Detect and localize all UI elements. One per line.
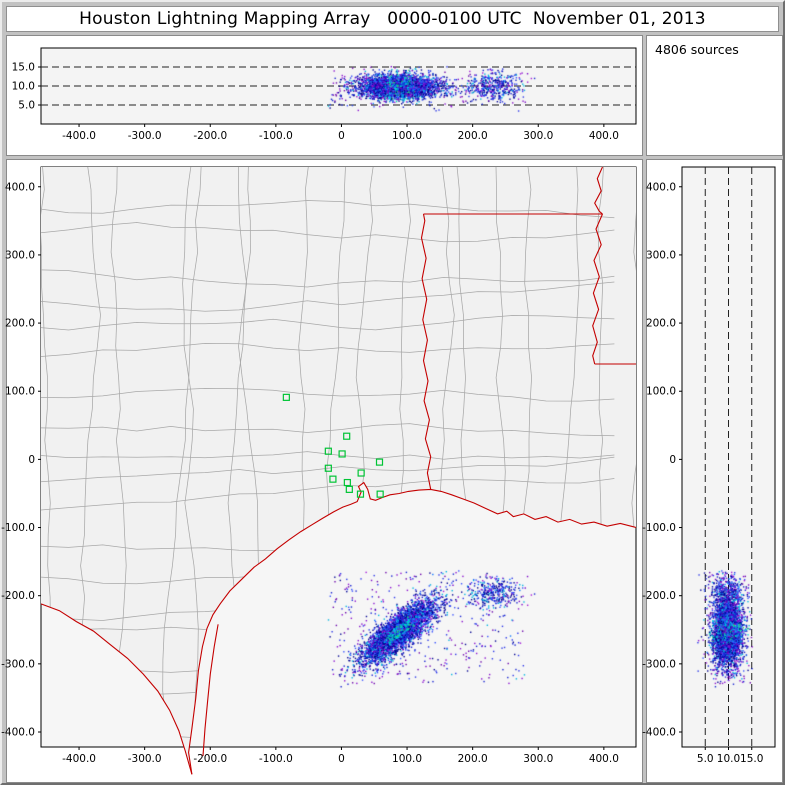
alt-ns-scatter[interactable] (682, 167, 775, 747)
svg-text:5.0: 5.0 (697, 753, 714, 765)
svg-text:10.0: 10.0 (717, 753, 740, 765)
svg-text:-200.0: -200.0 (1, 590, 35, 602)
alt-ew-scatter[interactable] (41, 48, 636, 124)
svg-text:-200.0: -200.0 (193, 753, 227, 765)
svg-text:0: 0 (338, 753, 345, 765)
svg-text:200.0: 200.0 (458, 753, 488, 765)
plan-view-scatter[interactable] (41, 167, 636, 747)
plan-view-map-panel: 400.0 300.0 200.0 100.0 0 -100.0 -200.0 -300.0 -… (1, 159, 643, 783)
svg-text:-300.0: -300.0 (1, 658, 35, 670)
svg-text:200.0: 200.0 (458, 130, 488, 142)
svg-text:100.0: 100.0 (646, 386, 676, 398)
svg-text:300.0: 300.0 (523, 753, 553, 765)
svg-text:100.0: 100.0 (392, 130, 422, 142)
svg-text:-100.0: -100.0 (259, 130, 293, 142)
svg-text:10.0: 10.0 (12, 81, 35, 93)
svg-text:300.0: 300.0 (5, 249, 35, 261)
svg-text:100.0: 100.0 (392, 753, 422, 765)
svg-text:400.0: 400.0 (589, 753, 619, 765)
svg-text:-200.0: -200.0 (642, 590, 676, 602)
title-bar: Houston Lightning Mapping Array 0000-010… (6, 6, 779, 32)
svg-text:-400.0: -400.0 (62, 130, 96, 142)
svg-text:-100.0: -100.0 (259, 753, 293, 765)
svg-text:300.0: 300.0 (523, 130, 553, 142)
svg-text:-100.0: -100.0 (642, 522, 676, 534)
source-count-label: 4806 sources (655, 42, 739, 57)
svg-text:15.0: 15.0 (12, 62, 35, 74)
svg-text:-200.0: -200.0 (193, 130, 227, 142)
svg-text:0: 0 (669, 454, 676, 466)
svg-text:-400.0: -400.0 (642, 727, 676, 739)
svg-text:200.0: 200.0 (646, 318, 676, 330)
page-title: Houston Lightning Mapping Array 0000-010… (79, 9, 706, 29)
svg-text:-100.0: -100.0 (1, 522, 35, 534)
svg-text:200.0: 200.0 (5, 318, 35, 330)
svg-text:-300.0: -300.0 (128, 130, 162, 142)
svg-text:400.0: 400.0 (589, 130, 619, 142)
alt-ew-projection-panel: 5.0 10.0 15.0 -400.0 -300.0 -200.0 -100.0 0 100.… (6, 35, 643, 156)
svg-text:-300.0: -300.0 (128, 753, 162, 765)
svg-text:300.0: 300.0 (646, 249, 676, 261)
svg-text:400.0: 400.0 (646, 181, 676, 193)
svg-text:100.0: 100.0 (5, 386, 35, 398)
source-count-panel: 4806 sources (646, 35, 783, 156)
svg-text:-400.0: -400.0 (62, 753, 96, 765)
svg-text:15.0: 15.0 (740, 753, 763, 765)
svg-text:0: 0 (28, 454, 35, 466)
svg-text:5.0: 5.0 (18, 100, 35, 112)
svg-text:-300.0: -300.0 (642, 658, 676, 670)
svg-text:-400.0: -400.0 (1, 727, 35, 739)
svg-text:400.0: 400.0 (5, 181, 35, 193)
svg-text:0: 0 (338, 130, 345, 142)
alt-ns-projection-panel: 5.0 10.0 15.0 400.0 300.0 200.0 100.0 0 -100.0 -2… (642, 159, 783, 783)
